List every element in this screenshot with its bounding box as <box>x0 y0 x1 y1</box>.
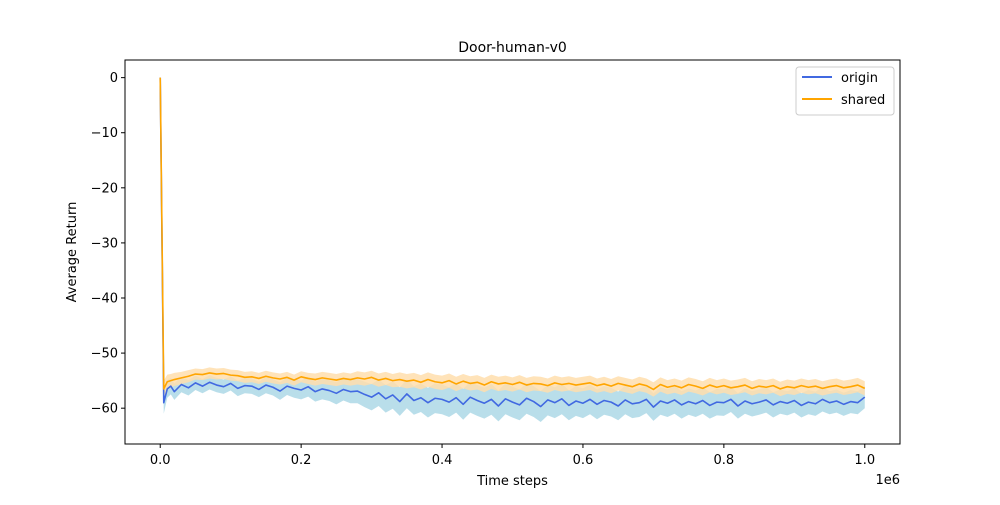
x-tick-label: 0.0 <box>150 453 171 468</box>
legend: origin shared <box>795 66 895 116</box>
y-tick-label: −10 <box>91 126 118 141</box>
legend-box <box>795 66 895 116</box>
y-tick-label: −50 <box>91 347 118 362</box>
series-lines <box>159 77 866 408</box>
plot-area-frame <box>124 59 901 445</box>
y-axis-label: Average Return <box>65 202 80 303</box>
confidence-bands <box>160 77 865 422</box>
y-tick-label: −20 <box>91 181 118 196</box>
x-tick-label: 0.6 <box>573 453 594 468</box>
y-tick-label: −30 <box>91 236 118 251</box>
x-axis-label: Time steps <box>476 474 548 489</box>
y-tick-label: −40 <box>91 292 118 307</box>
y-tick-label: −60 <box>91 402 118 417</box>
legend-label-shared: shared <box>841 93 885 108</box>
band-origin <box>160 77 865 422</box>
x-tick-label: 0.8 <box>714 453 735 468</box>
x-tick-label: 0.4 <box>432 453 453 468</box>
x-axis-ticks: 0.0 0.2 0.4 0.6 0.8 1.0 <box>150 444 875 468</box>
series-line-origin <box>159 77 866 408</box>
y-tick-label: 0 <box>110 71 118 86</box>
series-line-shared <box>159 77 866 391</box>
legend-label-origin: origin <box>841 71 878 86</box>
x-tick-label: 0.2 <box>291 453 312 468</box>
y-axis-ticks: 0 −10 −20 −30 −40 −50 −60 <box>91 71 125 417</box>
x-tick-label: 1.0 <box>854 453 875 468</box>
x-axis-offset-text: 1e6 <box>875 473 900 488</box>
chart-title: Door-human-v0 <box>458 40 567 56</box>
